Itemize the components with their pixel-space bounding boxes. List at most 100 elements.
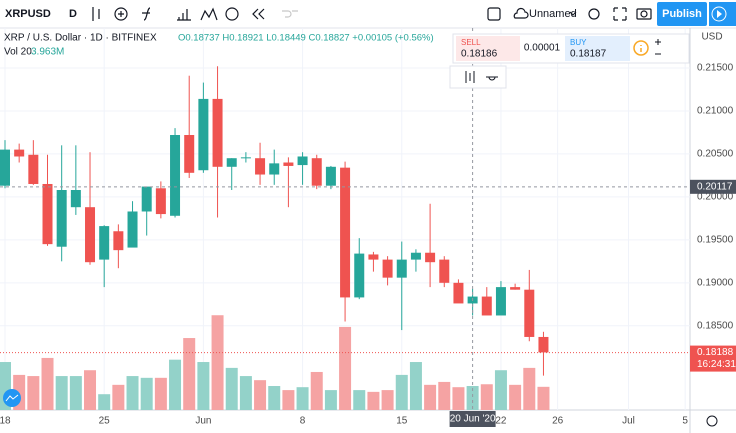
candle-body [311, 158, 322, 186]
y-tick-label: 0.21000 [697, 106, 734, 117]
candle-body [170, 135, 181, 216]
volume-bar [409, 362, 422, 410]
toolbar [0, 0, 736, 28]
candle-body [226, 158, 237, 167]
volume-bar [282, 390, 295, 410]
volume-bar [140, 377, 153, 410]
x-tick-label: 22 [495, 416, 507, 427]
y-tick-label: 0.20500 [697, 149, 734, 160]
fullscreen-icon[interactable] [613, 7, 627, 21]
volume-bar [254, 380, 267, 410]
crosshair-price-label: 0.20117 [697, 181, 733, 192]
volume-bar [41, 357, 54, 410]
volume-bar [494, 370, 507, 410]
fx-icon[interactable] [142, 7, 151, 21]
last-price-box [690, 345, 736, 372]
layout-icon[interactable] [487, 7, 501, 21]
volume-bar [466, 386, 479, 410]
volume-bar [480, 384, 493, 410]
candle-body [481, 296, 492, 316]
candle-body [283, 162, 294, 166]
candle-body [325, 166, 336, 186]
crosshair-date-label: 20 Jun '20 [450, 414, 496, 425]
publish-label[interactable]: Publish [662, 8, 702, 20]
candle-body [269, 163, 280, 175]
x-tick-label: 15 [396, 416, 408, 427]
candle-body [212, 98, 223, 167]
axis-settings[interactable] [706, 415, 718, 427]
candle-body [85, 207, 96, 263]
publish-button[interactable] [657, 2, 707, 26]
plot: 0.18500 0.19000 0.19500 0.20000 0.20500 0.210… [0, 28, 736, 427]
crosshair-date-box [449, 411, 496, 427]
volume-bar [296, 387, 309, 410]
camera-icon[interactable] [636, 8, 652, 20]
candle-body [354, 253, 365, 298]
chart-icon[interactable] [177, 9, 191, 21]
y-tick-label: 0.20000 [697, 192, 734, 203]
x-tick-label: 18 [0, 416, 11, 427]
buy-label[interactable]: BUY [570, 38, 587, 47]
compare-icon[interactable] [200, 7, 218, 21]
volume-bar [367, 391, 380, 410]
volume-bar [126, 376, 139, 410]
candle-body [184, 135, 195, 173]
volume-bar [452, 387, 465, 410]
drawing-tools[interactable] [465, 71, 498, 83]
candle-body [99, 226, 110, 260]
candle-body [113, 231, 124, 251]
candle-body [382, 259, 393, 278]
sell-label[interactable]: SELL [461, 38, 481, 47]
drawing-toolbar [449, 65, 507, 89]
indicators-icon[interactable] [114, 7, 128, 21]
candle-body [425, 252, 436, 263]
dropdown-arrow[interactable] [569, 11, 577, 16]
info-icon[interactable] [633, 40, 649, 56]
volume-bar [339, 326, 352, 410]
undo-redo[interactable] [282, 10, 298, 18]
volume-value: 3.963M [31, 47, 64, 58]
volume-bar [381, 390, 394, 410]
volume-bar [239, 376, 252, 410]
candle-body [510, 287, 521, 290]
volume-bar [395, 374, 408, 410]
interval[interactable]: D [69, 8, 77, 20]
candle-body [28, 154, 39, 184]
volume-bar [154, 377, 167, 410]
sell-price[interactable]: 0.18186 [461, 49, 498, 60]
settings-icon[interactable] [588, 8, 600, 20]
symbol[interactable]: XRPUSD [5, 8, 51, 20]
buy-button[interactable] [565, 36, 630, 61]
play-button[interactable] [709, 2, 736, 26]
y-tick-label: 0.19000 [697, 277, 734, 288]
quantity-controls[interactable] [655, 39, 661, 55]
play-triangle [717, 10, 722, 18]
candle-body [340, 167, 351, 298]
volume-bar [310, 371, 323, 410]
replay-icon[interactable] [252, 8, 265, 20]
volume-bar [268, 386, 281, 410]
sell-button[interactable] [456, 36, 520, 61]
cloud-icon[interactable] [513, 7, 529, 19]
volume-bar [183, 338, 196, 410]
x-tick-label: Jun [195, 416, 211, 427]
y-tick-label: 0.21500 [697, 63, 734, 74]
volume-bar [211, 315, 224, 410]
candle-body [14, 149, 25, 157]
x-tick-label: 8 [300, 416, 306, 427]
alert-icon[interactable] [225, 7, 239, 21]
candles-icon[interactable] [92, 7, 100, 21]
spread: 0.00001 [524, 43, 561, 54]
volume-bar [169, 359, 182, 410]
candle-body [240, 157, 251, 159]
candle-body [495, 287, 506, 316]
candle-body [439, 259, 450, 283]
buy-price[interactable]: 0.18187 [570, 49, 607, 60]
layout-name[interactable]: Unnamed [529, 8, 577, 20]
candle-body [255, 158, 266, 175]
candle-body [198, 98, 209, 171]
volume-bar [324, 390, 337, 410]
countdown-label: 16:24:31 [697, 359, 736, 370]
toolbar-icons [92, 7, 652, 21]
candle-body [453, 282, 464, 304]
